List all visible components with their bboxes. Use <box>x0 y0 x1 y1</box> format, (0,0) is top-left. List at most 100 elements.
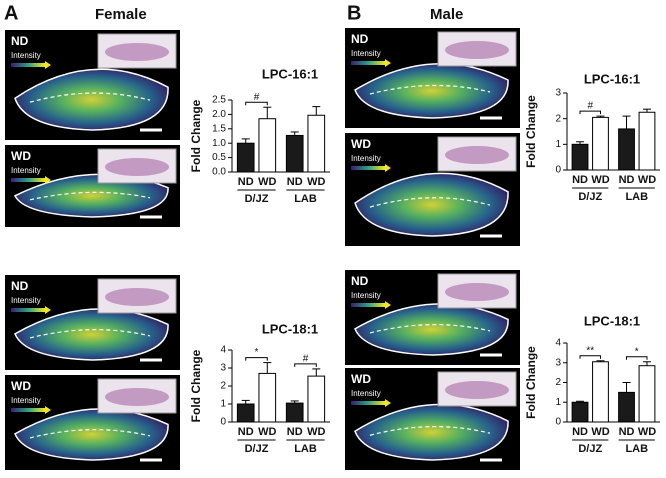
intensity-arrowhead <box>385 59 391 67</box>
intensity-arrow <box>11 408 45 412</box>
midline <box>369 426 491 436</box>
significance-bracket <box>245 357 268 361</box>
x-tick-label: WD <box>638 426 656 438</box>
intensity-arrow <box>351 303 385 307</box>
y-tick-label: 3 <box>555 357 561 368</box>
significance-bracket <box>245 101 268 106</box>
significance-label: # <box>254 92 260 103</box>
significance-label: * <box>255 347 259 358</box>
y-tick-label: 2 <box>220 381 226 392</box>
intensity-label: Intensity <box>351 389 381 398</box>
bar <box>258 118 277 173</box>
intensity-arrow <box>351 61 385 65</box>
y-tick-label: 0 <box>555 417 561 428</box>
bar <box>571 401 589 423</box>
intensity-arrowhead <box>385 399 391 407</box>
midline <box>29 191 151 201</box>
intensity-arrow <box>11 178 45 182</box>
intensity-label: Intensity <box>351 154 381 163</box>
x-tick-label: WD <box>307 176 325 188</box>
bar <box>638 365 656 423</box>
significance-bracket <box>579 355 601 359</box>
significance-label: * <box>635 346 639 357</box>
thumbnail-tissue <box>105 388 169 406</box>
x-tick-label: WD <box>591 174 609 186</box>
x-tick-label: ND <box>287 426 303 438</box>
intensity-arrow <box>351 401 385 405</box>
y-tick-label: 3 <box>555 88 561 99</box>
intensity-arrowhead <box>45 176 51 184</box>
y-tick-label: 3 <box>220 363 226 374</box>
tissue-outline <box>14 68 169 131</box>
tissue-heatmap <box>15 69 169 130</box>
thumbnail-tissue <box>105 43 169 61</box>
significance-label: # <box>587 101 593 112</box>
y-tick-label: 4 <box>220 345 226 356</box>
y-axis-label: Fold Change <box>189 99 203 172</box>
intensity-arrowhead <box>385 301 391 309</box>
chart-title: LPC-18:1 <box>262 321 318 336</box>
condition-label: WD <box>11 149 31 163</box>
panel-label: B <box>347 2 361 24</box>
bar <box>307 114 326 173</box>
intensity-arrow <box>351 166 385 170</box>
y-tick-label: 2.5 <box>212 95 226 106</box>
y-tick-label: 1 <box>220 399 226 410</box>
intensity-label: Intensity <box>351 49 381 58</box>
thumbnail-tissue <box>445 146 509 164</box>
intensity-arrowhead <box>45 406 51 414</box>
significance-bracket <box>579 110 601 115</box>
bar <box>571 143 589 171</box>
panel-title: Male <box>430 6 463 23</box>
y-tick-label: 0.5 <box>212 152 226 163</box>
bar <box>592 361 609 423</box>
significance-bracket <box>294 363 317 367</box>
midline <box>29 429 151 439</box>
midline <box>369 197 491 208</box>
y-tick-label: 0.0 <box>212 167 226 178</box>
x-tick-label: WD <box>638 174 656 186</box>
intensity-arrow <box>11 63 45 67</box>
bar <box>638 111 656 171</box>
tissue-outline <box>14 408 169 461</box>
condition-label: ND <box>11 279 29 293</box>
midline <box>29 92 151 103</box>
x-tick-label: ND <box>572 426 588 438</box>
tissue-heatmap <box>355 303 509 355</box>
chart-title: LPC-16:1 <box>262 66 318 81</box>
group-label: D/JZ <box>578 443 602 455</box>
y-tick-label: 2 <box>555 113 561 124</box>
intensity-arrowhead <box>385 164 391 172</box>
tissue-heatmap <box>355 173 509 236</box>
x-tick-label: ND <box>619 174 635 186</box>
condition-label: ND <box>11 34 29 48</box>
y-axis-label: Fold Change <box>189 349 203 422</box>
group-label: LAB <box>625 191 648 203</box>
significance-bracket <box>626 356 648 360</box>
y-tick-label: 4 <box>555 338 561 349</box>
y-tick-label: 1.5 <box>212 123 226 134</box>
x-tick-label: WD <box>258 176 276 188</box>
condition-label: WD <box>351 372 371 386</box>
tissue-outline <box>354 303 509 356</box>
bar <box>285 134 304 173</box>
condition-label: ND <box>351 32 369 46</box>
group-label: LAB <box>294 193 317 205</box>
x-tick-label: ND <box>572 174 588 186</box>
y-axis-label: Fold Change <box>524 95 538 168</box>
y-tick-label: 1.0 <box>212 138 226 149</box>
tissue-outline <box>14 308 169 361</box>
tissue-heatmap <box>355 404 509 460</box>
thumbnail-tissue <box>445 283 509 301</box>
intensity-arrowhead <box>45 306 51 314</box>
tissue-heatmap <box>15 308 169 360</box>
tissue-heatmap <box>355 63 509 118</box>
y-axis-label: Fold Change <box>524 346 538 419</box>
tissue-heatmap <box>15 174 169 217</box>
bar <box>236 142 255 173</box>
bar <box>258 372 277 423</box>
chart-title: LPC-18:1 <box>584 313 640 328</box>
intensity-label: Intensity <box>11 51 41 60</box>
condition-label: ND <box>351 274 369 288</box>
chart-title: LPC-16:1 <box>584 71 640 86</box>
